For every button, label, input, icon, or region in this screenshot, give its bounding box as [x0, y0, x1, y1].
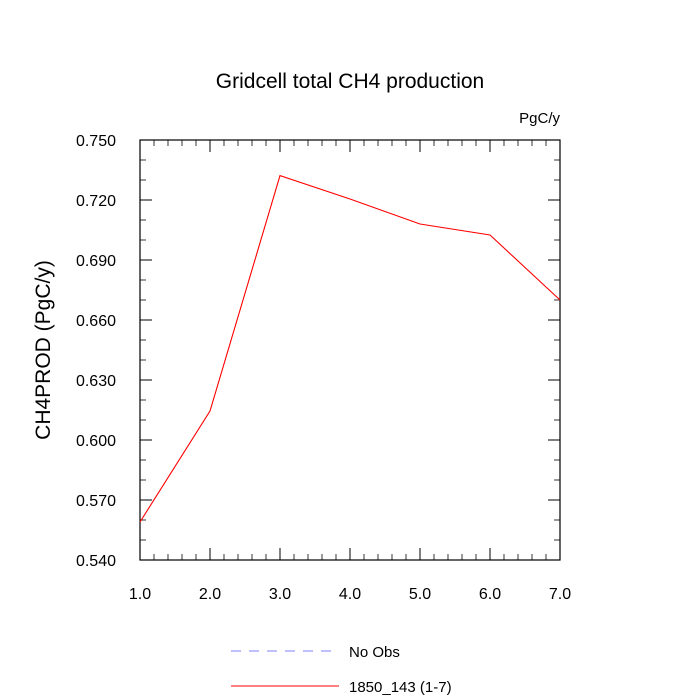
y-tick-label: 0.630	[76, 373, 116, 390]
series-line-0	[139, 174, 561, 523]
y-axis-label: CH4PROD (PgC/y)	[32, 260, 55, 440]
y-tick-label: 0.660	[76, 313, 116, 330]
plot-frame	[139, 139, 561, 561]
y-tick-label: 0.600	[76, 433, 116, 450]
legend-label: No Obs	[349, 644, 400, 661]
legend-label: 1850_143 (1-7)	[349, 679, 452, 696]
x-tick-label: 7.0	[549, 586, 571, 603]
chart-title: Gridcell total CH4 production	[216, 70, 484, 93]
y-tick-label: 0.690	[76, 253, 116, 270]
x-tick-label: 2.0	[199, 586, 221, 603]
units-label: PgC/y	[519, 110, 560, 127]
y-tick-label: 0.720	[76, 193, 116, 210]
x-tick-label: 6.0	[479, 586, 501, 603]
x-tick-label: 1.0	[129, 586, 151, 603]
y-tick-label: 0.570	[76, 493, 116, 510]
axis-ticks: 1.0 2.0 3.0 4.0 5.0 6.0 7.0 0.540 0.570 0.600 0.63…	[76, 133, 571, 603]
y-tick-label: 0.540	[76, 553, 116, 570]
y-tick-label: 0.750	[76, 133, 116, 150]
legend: No Obs 1850_143 (1-7)	[231, 644, 452, 696]
series-group	[139, 174, 561, 523]
x-tick-label: 5.0	[409, 586, 431, 603]
x-tick-label: 4.0	[339, 586, 361, 603]
x-tick-label: 3.0	[269, 586, 291, 603]
